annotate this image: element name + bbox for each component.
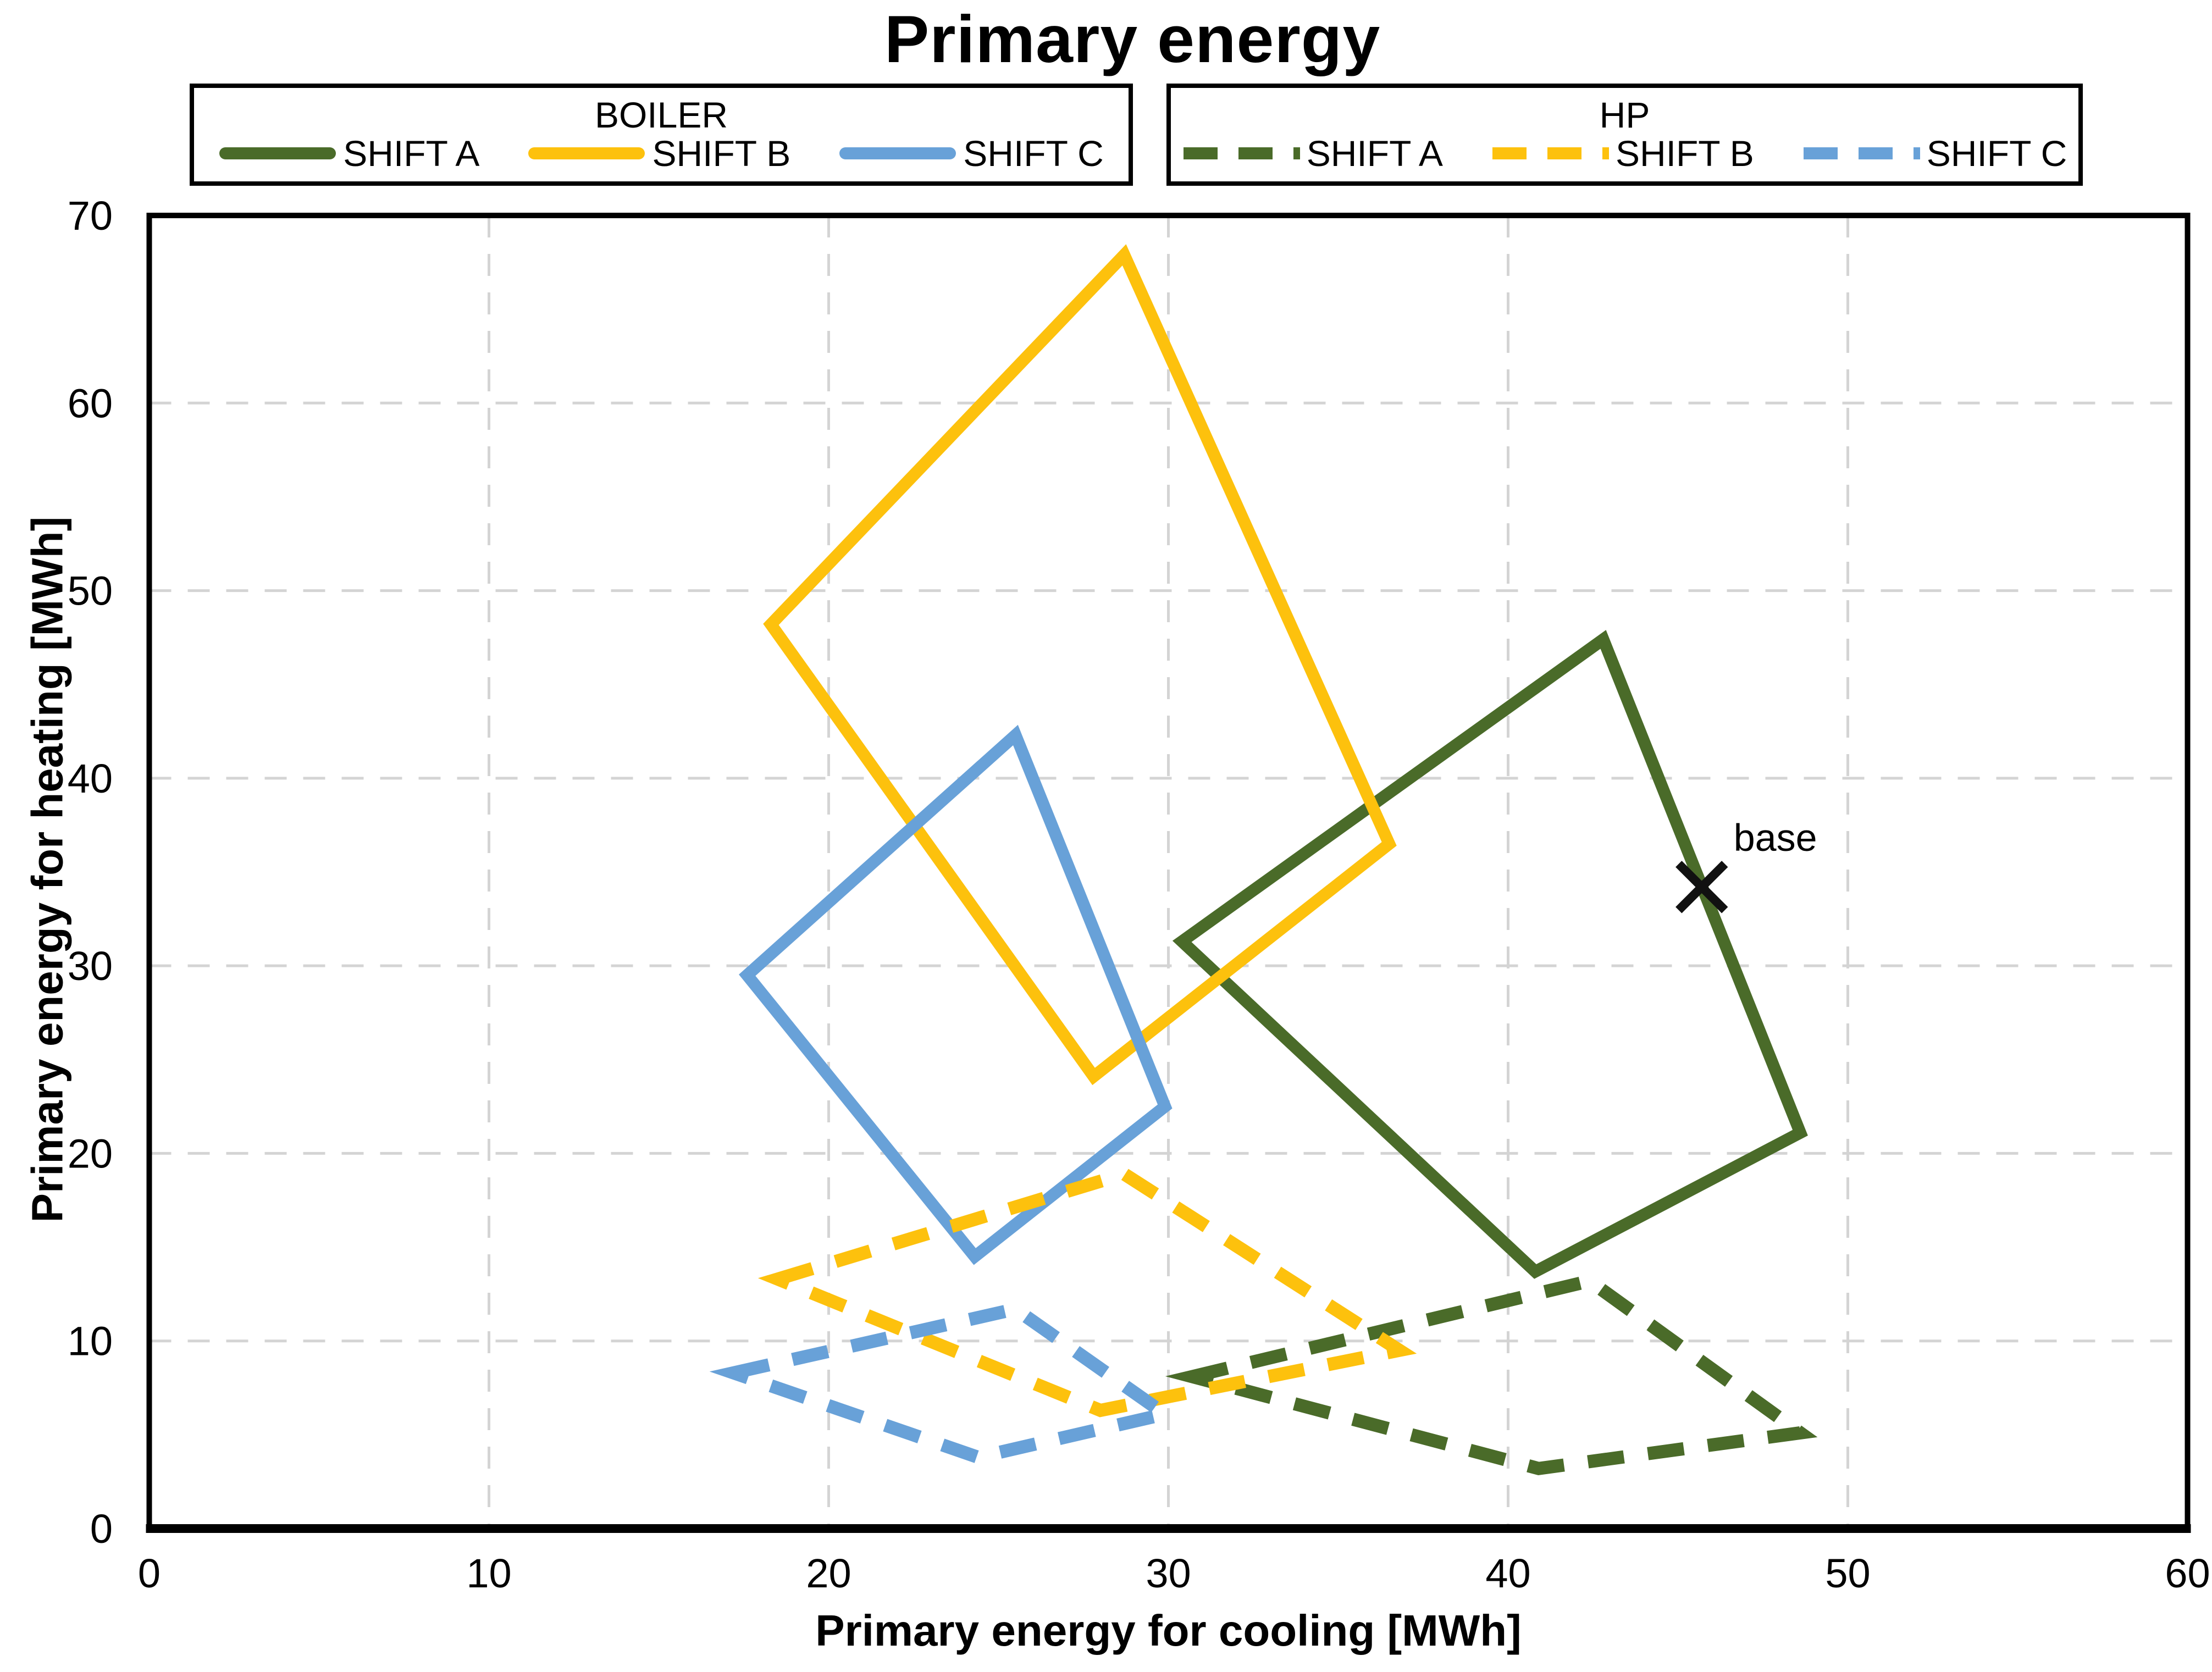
legend-item-boiler-shift-c: SHIFT C	[839, 133, 1104, 174]
legend-item-label: SHIFT B	[652, 133, 791, 174]
legend-item-label: SHIFT A	[1306, 133, 1443, 174]
legend-swatch-dashed-icon	[1183, 147, 1300, 159]
legend-item-boiler-shift-b: SHIFT B	[528, 134, 790, 173]
legend-swatch-solid-icon	[528, 147, 645, 159]
chart-title: Primary energy	[884, 2, 1381, 76]
legend-items-boiler: SHIFT A SHIFT B SHIFT C	[194, 134, 1129, 181]
x-tick-label: 20	[806, 1551, 851, 1596]
legend-group-hp-title: HP	[1599, 95, 1650, 135]
legend-swatch-dashed-icon	[1803, 147, 1920, 159]
x-tick-label: 0	[138, 1551, 161, 1596]
base-annotation-label: base	[1734, 816, 1817, 859]
y-tick-label: 10	[68, 1319, 113, 1364]
legend-item-label: SHIFT A	[343, 133, 480, 174]
series-polygon-boiler_shift_b	[763, 244, 1397, 1086]
legend-item-hp-shift-b: SHIFT B	[1491, 134, 1754, 173]
legend-item-hp-shift-a: SHIFT A	[1182, 134, 1443, 173]
y-tick-label: 20	[68, 1131, 113, 1176]
y-tick-label: 50	[68, 568, 113, 614]
y-tick-label: 30	[68, 943, 113, 989]
x-axis-title: Primary energy for cooling [MWh]	[815, 1606, 1522, 1655]
legend-swatch-solid-icon	[839, 147, 956, 159]
x-tick-label: 50	[1825, 1551, 1870, 1596]
y-tick-label: 40	[68, 756, 113, 801]
legend-group-boiler: BOILER SHIFT A SHIFT B SHIFT C	[190, 84, 1133, 186]
legend-group-hp: HP SHIFT A SHIFT B SHIFT C	[1166, 84, 2083, 186]
legend-item-label: SHIFT C	[963, 133, 1104, 174]
series-polygon-hp_shift_b	[757, 1166, 1417, 1418]
series-polygon-hp_shift_c	[709, 1302, 1181, 1464]
legend-item-label: SHIFT B	[1615, 133, 1754, 174]
legend-item-boiler-shift-a: SHIFT A	[219, 134, 479, 173]
series-polygon-boiler_shift_c	[739, 724, 1173, 1265]
y-axis-title: Primary energy for heating [MWh]	[23, 516, 72, 1223]
y-tick-label: 0	[90, 1506, 113, 1552]
legend-item-label: SHIFT C	[1926, 133, 2067, 174]
legend-item-hp-shift-c: SHIFT C	[1802, 134, 2067, 173]
legend-items-hp: SHIFT A SHIFT B SHIFT C	[1171, 134, 2078, 181]
x-tick-label: 10	[466, 1551, 511, 1596]
legend-swatch-solid-icon	[219, 147, 336, 159]
series-polygon-hp_shift_a	[1165, 1274, 1818, 1476]
x-tick-label: 40	[1485, 1551, 1530, 1596]
y-tick-label: 70	[68, 193, 113, 239]
base-marker-x-icon	[1675, 861, 1728, 913]
legend-group-boiler-title: BOILER	[594, 95, 728, 135]
x-tick-label: 30	[1146, 1551, 1191, 1596]
legend-swatch-dashed-icon	[1492, 147, 1609, 159]
x-tick-label: 60	[2165, 1551, 2210, 1596]
series-polygon-boiler_shift_a	[1172, 630, 1808, 1279]
y-tick-label: 60	[68, 380, 113, 426]
